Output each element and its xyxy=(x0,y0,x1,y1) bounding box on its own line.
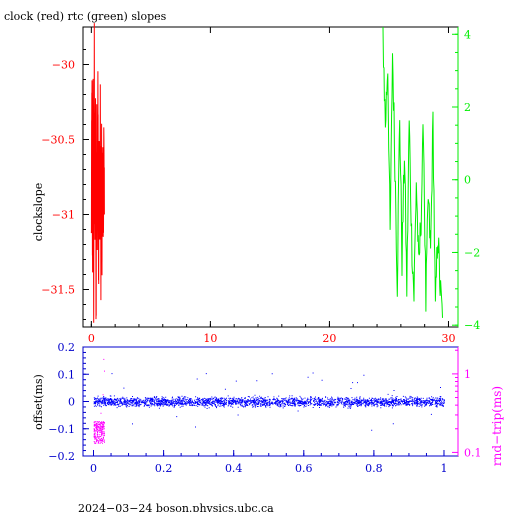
top-y2-tick-label: −4 xyxy=(464,319,480,332)
top-y-tick-label: −31.5 xyxy=(41,284,75,297)
footer-text: 2024−03−24 boson.physics.ubc.ca xyxy=(78,502,274,512)
bottom-y-tick-label: −0.1 xyxy=(48,423,75,436)
top-x-tick-label: 30 xyxy=(441,332,455,345)
top-y2-axis: 4 2 0 −2 −4 xyxy=(452,27,480,332)
top-plot: 0 10 20 30 −30−30.5−31−31.5 420−2−4 clocksl… xyxy=(32,23,480,345)
bottom-y-tick-label: 0.1 xyxy=(58,368,76,381)
top-x-tick-label: 20 xyxy=(322,332,336,345)
bottom-y2-tick-label: 0.1 xyxy=(464,446,482,459)
offset-points xyxy=(93,372,445,431)
roundtrip-points xyxy=(93,358,105,444)
bottom-y-tick-label: −0.2 xyxy=(48,450,75,463)
chart-title: clock (red) rtc (green) slopes xyxy=(4,10,167,23)
bottom-plot: 0 0.2 0.4 0.6 0.8 1 0.20.10−0.1−0.2 10.1 offs… xyxy=(32,341,504,475)
bottom-x-tick-label: 0.4 xyxy=(225,462,243,475)
bottom-x-tick-label: 0.2 xyxy=(155,462,173,475)
bottom-x-tick-label: 1 xyxy=(440,462,447,475)
rtc-slope-series xyxy=(382,26,443,318)
top-y-axis-label: clockslope xyxy=(32,183,45,241)
top-y-tick-label: −30 xyxy=(52,59,75,72)
bottom-x-tick-label: 0.6 xyxy=(295,462,313,475)
bottom-x-axis: 0 0.2 0.4 0.6 0.8 1 xyxy=(90,450,447,475)
bottom-y-axis: 0.2 0.1 0 −0.1 −0.2 xyxy=(48,341,458,463)
bottom-y2-tick-label: 1 xyxy=(464,368,471,381)
bottom-y-axis-label: offset(ms) xyxy=(32,374,45,430)
top-y-tick-label: −31 xyxy=(52,209,75,222)
clock-slope-series xyxy=(90,23,105,323)
bottom-y2-axis: 10.1 xyxy=(452,347,482,459)
bottom-y-tick-label: 0.2 xyxy=(58,341,76,354)
top-x-tick-label: 10 xyxy=(203,332,217,345)
top-x-axis: 0 10 20 30 xyxy=(88,27,455,345)
top-y2-tick-label: 0 xyxy=(464,174,471,187)
top-y2-tick-label: −2 xyxy=(464,246,480,259)
top-series-group xyxy=(90,23,443,323)
top-plot-frame xyxy=(82,26,459,328)
top-y-tick-label: −30.5 xyxy=(41,134,75,147)
bottom-x-tick-label: 0.8 xyxy=(365,462,383,475)
top-x-tick-label: 0 xyxy=(88,332,95,345)
top-y-axis: −30 −30.5 −31 −31.5 xyxy=(41,49,89,320)
bottom-points-group xyxy=(93,358,445,444)
bottom-x-tick-label: 0 xyxy=(90,462,97,475)
bottom-y2-axis-label: rnd−trip(ms) xyxy=(490,386,504,466)
bottom-y-tick-label: 0 xyxy=(68,396,75,409)
top-y2-tick-label: 4 xyxy=(464,28,471,41)
top-y2-tick-label: 2 xyxy=(464,101,471,114)
